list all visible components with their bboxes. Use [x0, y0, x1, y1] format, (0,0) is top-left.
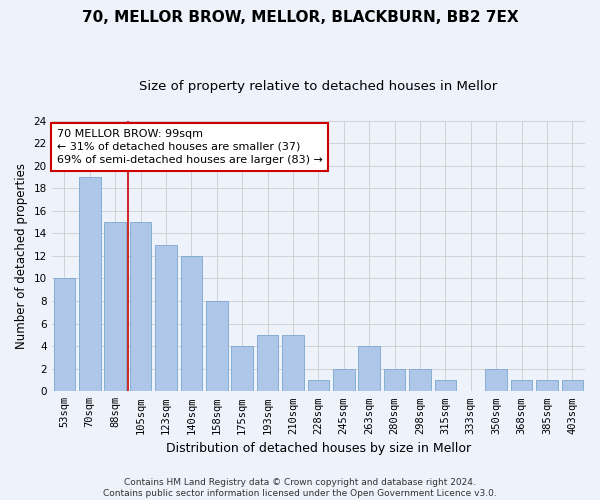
- Bar: [282, 335, 304, 392]
- Bar: [206, 301, 227, 392]
- Bar: [409, 368, 431, 392]
- Bar: [562, 380, 583, 392]
- Bar: [130, 222, 151, 392]
- Bar: [511, 380, 532, 392]
- Bar: [333, 368, 355, 392]
- Bar: [536, 380, 557, 392]
- Bar: [434, 380, 456, 392]
- Bar: [358, 346, 380, 392]
- Bar: [232, 346, 253, 392]
- Bar: [53, 278, 75, 392]
- Bar: [384, 368, 406, 392]
- Bar: [79, 177, 101, 392]
- Bar: [181, 256, 202, 392]
- Bar: [485, 368, 507, 392]
- Text: 70, MELLOR BROW, MELLOR, BLACKBURN, BB2 7EX: 70, MELLOR BROW, MELLOR, BLACKBURN, BB2 …: [82, 10, 518, 25]
- X-axis label: Distribution of detached houses by size in Mellor: Distribution of detached houses by size …: [166, 442, 471, 455]
- Bar: [257, 335, 278, 392]
- Text: Contains HM Land Registry data © Crown copyright and database right 2024.
Contai: Contains HM Land Registry data © Crown c…: [103, 478, 497, 498]
- Bar: [308, 380, 329, 392]
- Y-axis label: Number of detached properties: Number of detached properties: [15, 163, 28, 349]
- Bar: [104, 222, 126, 392]
- Bar: [155, 244, 177, 392]
- Title: Size of property relative to detached houses in Mellor: Size of property relative to detached ho…: [139, 80, 497, 93]
- Text: 70 MELLOR BROW: 99sqm
← 31% of detached houses are smaller (37)
69% of semi-deta: 70 MELLOR BROW: 99sqm ← 31% of detached …: [57, 128, 323, 165]
